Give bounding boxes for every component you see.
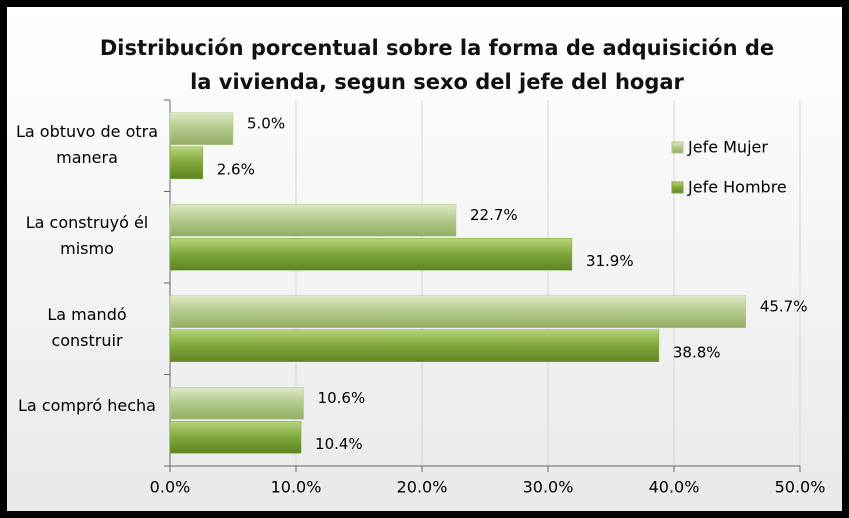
value-label: 38.8% <box>673 343 721 361</box>
bar-group: 45.7% <box>169 295 808 328</box>
bar-group: 2.6% <box>169 146 255 179</box>
x-tick-label: 50.0% <box>775 478 826 497</box>
bar-group: 10.4% <box>169 421 363 454</box>
value-label: 10.6% <box>318 389 366 407</box>
value-label: 45.7% <box>760 297 808 315</box>
bar <box>169 387 304 420</box>
bar-group: 31.9% <box>169 238 634 271</box>
bar <box>169 146 204 179</box>
chart-title: Distribución porcentual sobre la forma d… <box>99 36 775 94</box>
bar <box>169 238 573 271</box>
x-tick-label: 20.0% <box>397 478 448 497</box>
value-label: 22.7% <box>470 206 518 224</box>
y-tick-label: La compró hecha <box>18 396 156 416</box>
bar <box>169 295 747 328</box>
bar <box>169 329 660 362</box>
value-label: 5.0% <box>247 114 285 132</box>
value-label: 31.9% <box>586 252 634 270</box>
bar-group: 10.6% <box>169 387 366 420</box>
bar <box>169 112 234 145</box>
value-label: 10.4% <box>315 435 363 453</box>
legend-swatch <box>671 181 684 194</box>
bar <box>169 421 302 454</box>
x-tick-label: 40.0% <box>649 478 700 497</box>
x-tick-label: 10.0% <box>271 478 322 497</box>
y-tick-label: La construyó él mismo <box>25 213 149 259</box>
y-tick-label: La obtuvo de otra manera <box>15 121 159 167</box>
value-label: 2.6% <box>217 160 255 178</box>
bar-group: 22.7% <box>169 204 518 237</box>
y-tick-label: La mandó construir <box>47 304 127 350</box>
legend-label: Jefe Hombre <box>687 178 787 197</box>
bar <box>169 204 457 237</box>
legend-label: Jefe Mujer <box>687 138 768 157</box>
x-tick-label: 0.0% <box>150 478 191 497</box>
legend-swatch <box>671 141 684 154</box>
bar-group: 38.8% <box>169 329 721 362</box>
bar-group: 5.0% <box>169 112 285 145</box>
x-tick-label: 30.0% <box>523 478 574 497</box>
